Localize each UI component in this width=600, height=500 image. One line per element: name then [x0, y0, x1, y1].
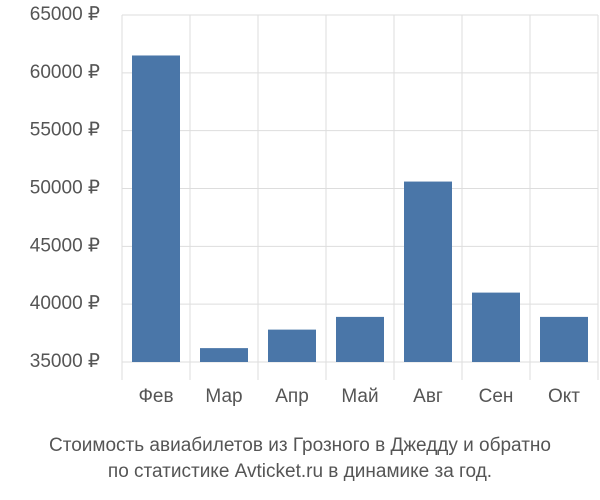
y-tick-label: 50000 ₽	[30, 178, 100, 199]
bar	[404, 181, 452, 362]
x-tick-label: Окт	[548, 386, 580, 407]
y-tick-label: 65000 ₽	[30, 4, 100, 25]
bar	[540, 316, 588, 362]
x-tick-label: Май	[341, 386, 378, 407]
x-tick-label: Фев	[138, 386, 173, 407]
bar	[132, 55, 180, 362]
bar	[268, 329, 316, 362]
bar	[472, 292, 520, 362]
bar	[336, 316, 384, 362]
y-tick-label: 60000 ₽	[30, 62, 100, 83]
x-tick-label: Мар	[205, 386, 242, 407]
x-tick-label: Апр	[275, 386, 309, 407]
x-tick-label: Авг	[413, 386, 443, 407]
y-tick-label: 40000 ₽	[30, 293, 100, 314]
y-tick-label: 35000 ₽	[30, 351, 100, 372]
y-tick-label: 45000 ₽	[30, 235, 100, 256]
x-tick-label: Сен	[479, 386, 514, 407]
chart-title: по статистике Avticket.ru в динамике за …	[108, 461, 492, 482]
y-tick-label: 55000 ₽	[30, 120, 100, 141]
chart-title: Стоимость авиабилетов из Грозного в Джед…	[49, 435, 551, 456]
bar	[200, 348, 248, 362]
